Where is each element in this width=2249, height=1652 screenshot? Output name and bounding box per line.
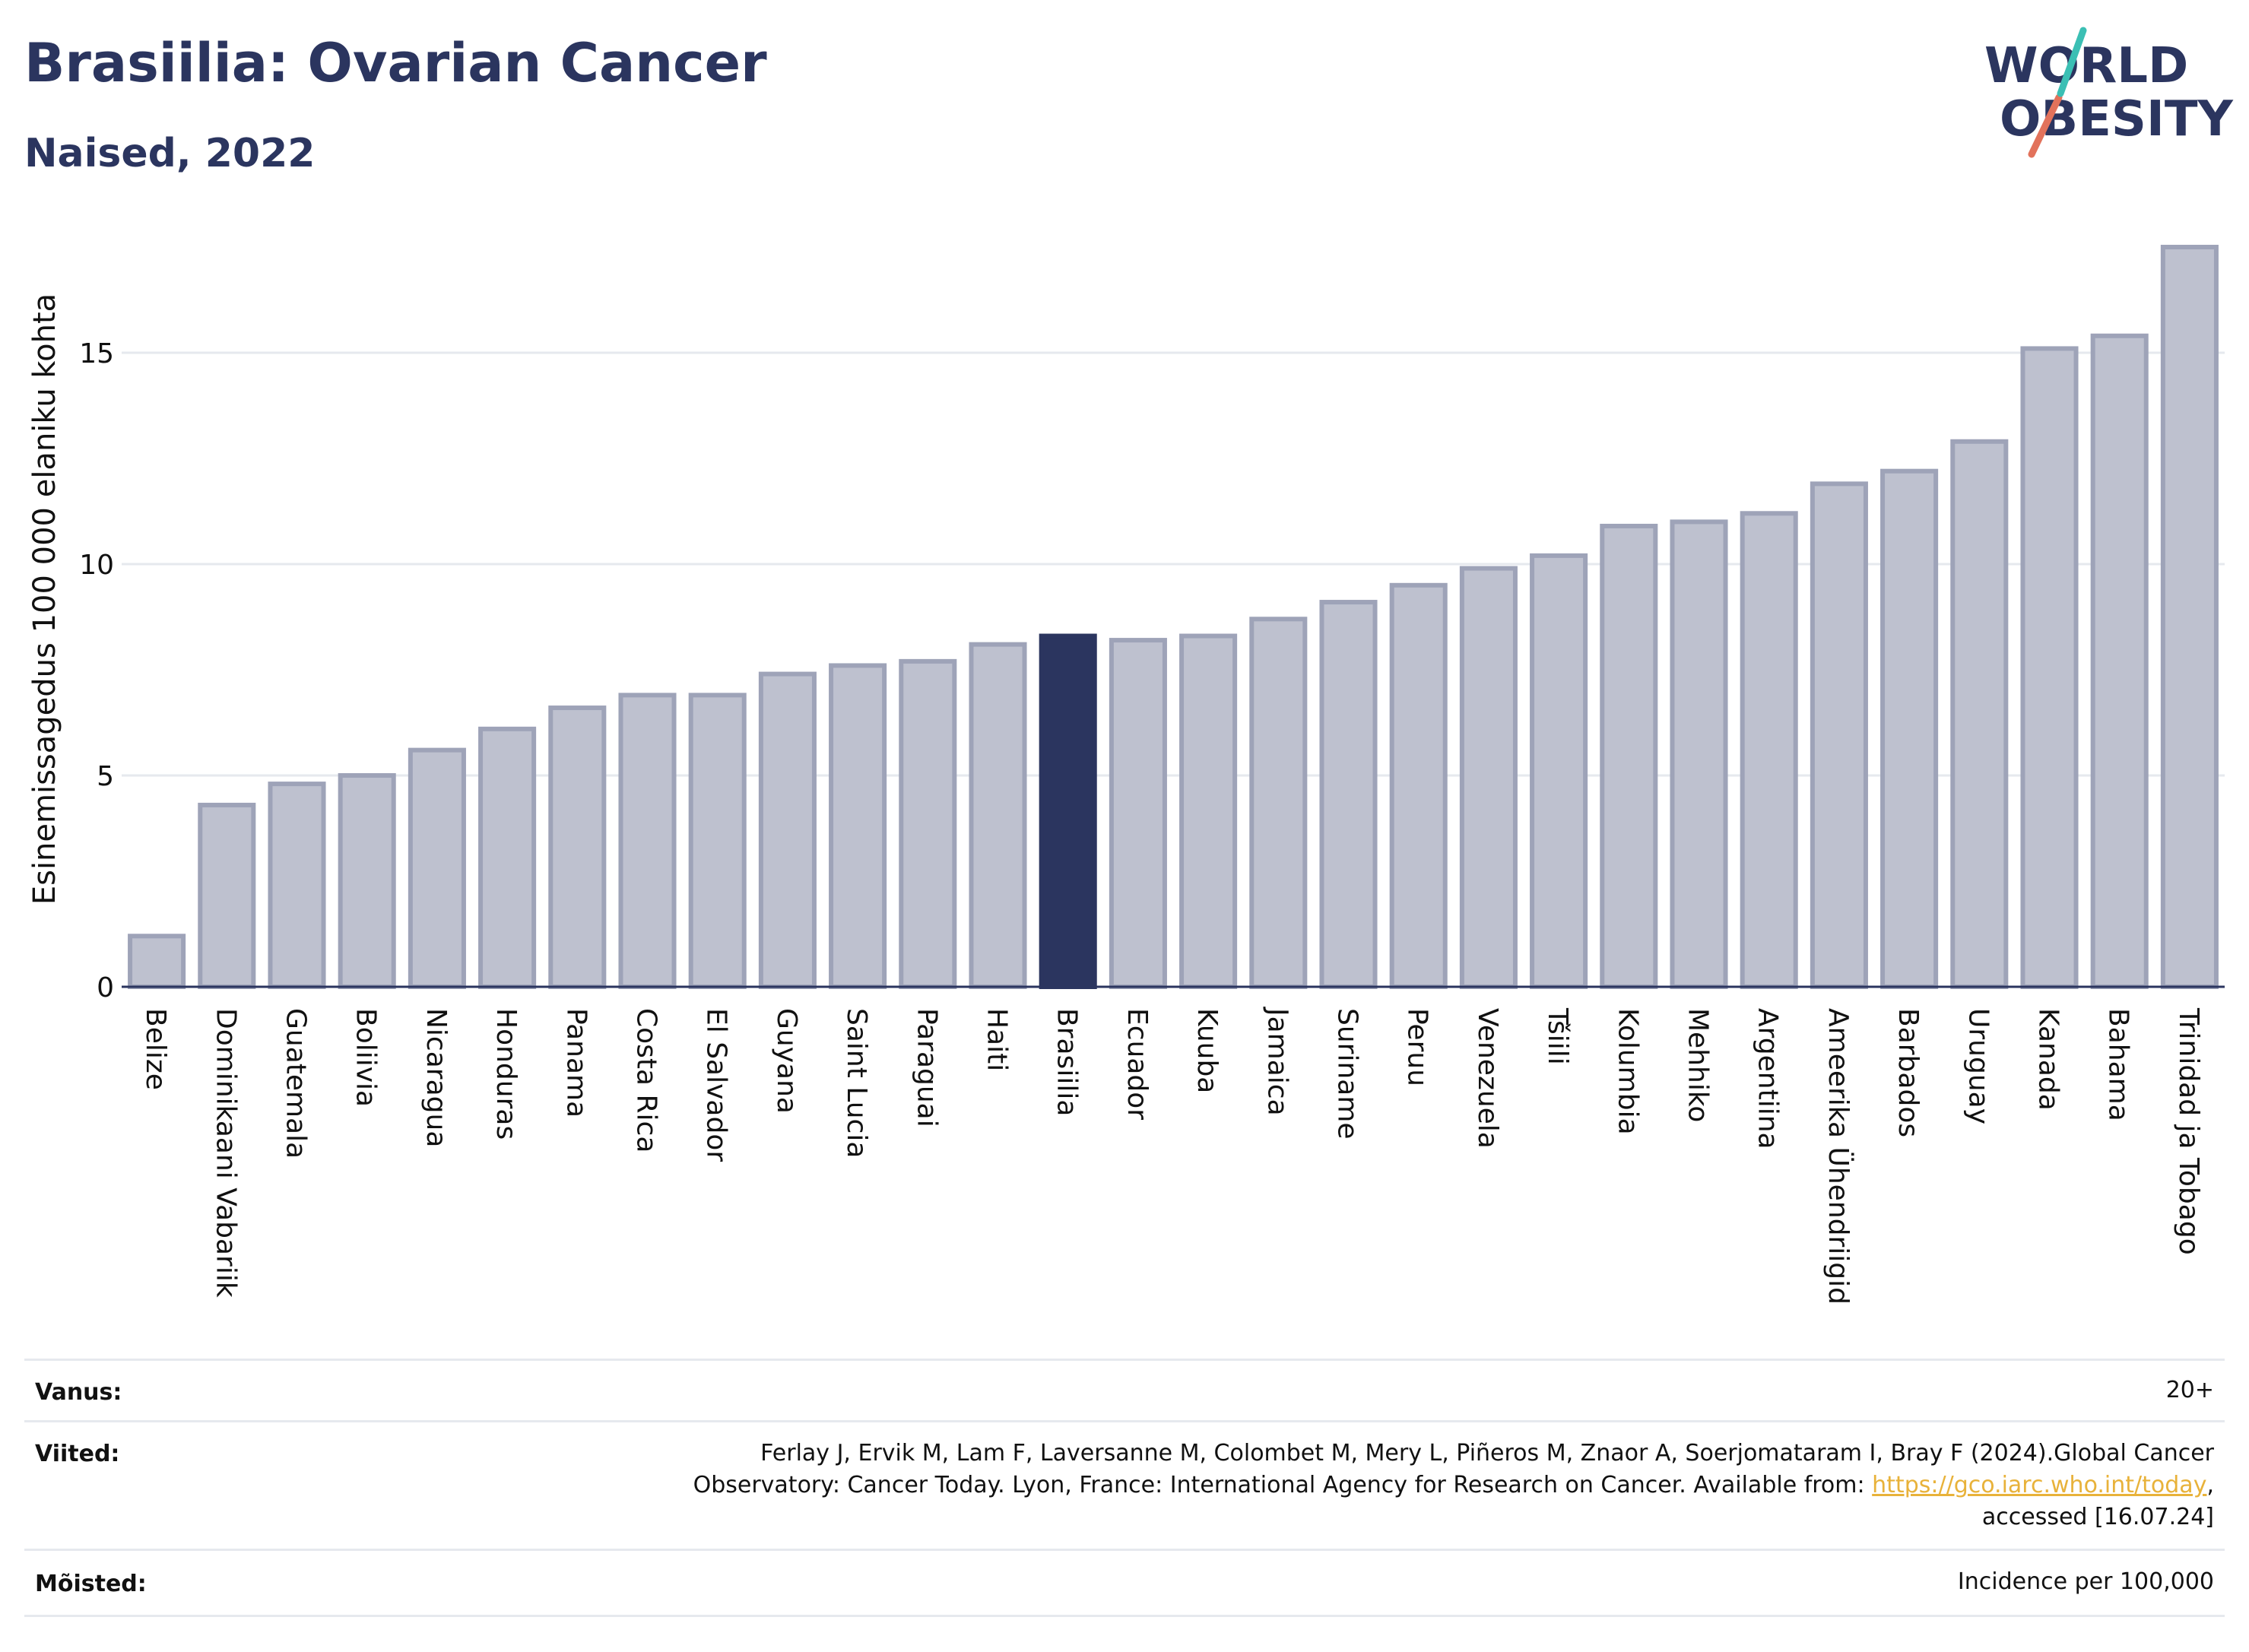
bar-venezuela[interactable] bbox=[1459, 566, 1518, 989]
bar-t-iili[interactable] bbox=[1530, 553, 1588, 989]
age-value: 20+ bbox=[2165, 1377, 2214, 1403]
x-tick-label: Ameerika Ühendriigid bbox=[1822, 1008, 1854, 1305]
x-tick-label: Kuuba bbox=[1191, 1008, 1223, 1093]
bar-brasiilia[interactable] bbox=[1039, 633, 1097, 990]
bar-trinidad-ja-tobago[interactable] bbox=[2160, 245, 2219, 989]
bars bbox=[128, 245, 2219, 990]
x-tick-label: Belize bbox=[140, 1008, 171, 1090]
x-tick-label: Peruu bbox=[1402, 1008, 1433, 1086]
x-tick-label: Kolumbia bbox=[1612, 1008, 1643, 1135]
bar-mehhiko[interactable] bbox=[1670, 519, 1728, 989]
bar-boliivia[interactable] bbox=[338, 773, 396, 989]
definitions-label: Mõisted: bbox=[35, 1571, 147, 1597]
chart-title: Brasiilia: Ovarian Cancer bbox=[24, 32, 767, 94]
references-value: Ferlay J, Ervik M, Lam F, Laversanne M, … bbox=[693, 1438, 2214, 1533]
bar-dominikaani-vabariik[interactable] bbox=[198, 802, 256, 990]
x-tick-label: Boliivia bbox=[351, 1008, 382, 1107]
bar-paraguai[interactable] bbox=[899, 658, 957, 989]
x-tick-labels: Belize Dominikaani Vabariik Guatemala Bolii… bbox=[140, 1007, 2204, 1305]
x-tick-label: Bahama bbox=[2103, 1008, 2134, 1121]
x-tick-label: Haiti bbox=[982, 1008, 1013, 1071]
meta-definitions-row: Mõisted: Incidence per 100,000 bbox=[24, 1549, 2225, 1617]
x-tick-label: Trinidad ja Tobago bbox=[2173, 1007, 2204, 1255]
meta-references-row: Viited: Ferlay J, Ervik M, Lam F, Lavers… bbox=[24, 1420, 2225, 1550]
y-tick-label-15: 15 bbox=[79, 338, 114, 369]
x-tick-label: Uruguay bbox=[1962, 1008, 1994, 1124]
bar-chart: 0 5 10 15 Belize Dominikaani Vabariik Guatema… bbox=[27, 245, 2225, 1305]
bar-kolumbia[interactable] bbox=[1600, 523, 1658, 989]
bar-guyana[interactable] bbox=[758, 671, 817, 989]
x-tick-label: Guatemala bbox=[281, 1008, 312, 1159]
x-tick-label: Ecuador bbox=[1121, 1008, 1153, 1120]
logo-slash-coral bbox=[2028, 94, 2063, 158]
bar-barbados[interactable] bbox=[1880, 468, 1939, 989]
bar-belize[interactable] bbox=[128, 934, 186, 990]
y-tick-label-0: 0 bbox=[97, 972, 114, 1004]
bar-costa-rica[interactable] bbox=[618, 693, 677, 989]
y-tick-labels: 0 5 10 15 bbox=[79, 338, 114, 1004]
x-tick-label: Argentiina bbox=[1753, 1008, 1784, 1149]
x-tick-label: Honduras bbox=[490, 1008, 522, 1140]
bar-panama[interactable] bbox=[548, 706, 607, 989]
references-label: Viited: bbox=[35, 1441, 120, 1467]
x-tick-label: Panama bbox=[560, 1008, 592, 1118]
grid-lines bbox=[122, 351, 2225, 777]
x-tick-label: Jamaica bbox=[1261, 1007, 1293, 1116]
x-tick-label: Mehhiko bbox=[1683, 1008, 1714, 1122]
logo-slash-teal bbox=[2057, 27, 2087, 97]
references-line-2: Observatory: Cancer Today. Lyon, France:… bbox=[693, 1472, 2214, 1498]
x-tick-label: Nicaragua bbox=[420, 1008, 452, 1147]
bar-uruguay[interactable] bbox=[1950, 439, 2009, 989]
age-label: Vanus: bbox=[35, 1379, 122, 1406]
bar-kanada[interactable] bbox=[2020, 346, 2079, 989]
bar-ecuador[interactable] bbox=[1109, 638, 1167, 990]
definitions-value: Incidence per 100,000 bbox=[1957, 1568, 2214, 1595]
bar-nicaragua[interactable] bbox=[408, 747, 466, 989]
bar-suriname[interactable] bbox=[1319, 600, 1378, 989]
references-line-1: Ferlay J, Ervik M, Lam F, Laversanne M, … bbox=[760, 1440, 2214, 1467]
logo-line1: WORLD bbox=[1984, 38, 2188, 94]
bar-bahama[interactable] bbox=[2090, 333, 2149, 989]
y-tick-label-10: 10 bbox=[79, 550, 114, 581]
bar-honduras[interactable] bbox=[478, 726, 537, 990]
world-obesity-logo: WORLD OBESITY bbox=[1984, 27, 2233, 158]
meta-age-row: Vanus: 20+ bbox=[24, 1359, 2225, 1422]
x-tick-label: Kanada bbox=[2033, 1008, 2064, 1111]
x-tick-label: El Salvador bbox=[701, 1008, 732, 1162]
bar-peruu[interactable] bbox=[1389, 582, 1448, 989]
x-tick-label: Paraguai bbox=[911, 1008, 942, 1127]
x-tick-label: Saint Lucia bbox=[841, 1008, 872, 1158]
y-axis-label: Esinemissagedus 100 000 elaniku kohta bbox=[27, 293, 62, 905]
bar-haiti[interactable] bbox=[969, 642, 1027, 989]
x-tick-label: Dominikaani Vabariik bbox=[210, 1008, 241, 1298]
x-tick-label: Suriname bbox=[1332, 1008, 1363, 1140]
bar-ameerika-hendriigid[interactable] bbox=[1810, 481, 1868, 989]
x-tick-label: Venezuela bbox=[1472, 1008, 1503, 1149]
bar-saint-lucia[interactable] bbox=[829, 663, 887, 989]
x-tick-label: Barbados bbox=[1892, 1008, 1924, 1137]
chart-subtitle: Naised, 2022 bbox=[24, 131, 316, 176]
bar-argentiina[interactable] bbox=[1740, 511, 1798, 989]
bar-kuuba[interactable] bbox=[1179, 633, 1238, 990]
x-tick-label: Guyana bbox=[771, 1008, 802, 1114]
x-tick-label: Costa Rica bbox=[631, 1008, 662, 1153]
bar-jamaica[interactable] bbox=[1249, 617, 1308, 990]
references-line-3: accessed [16.07.24] bbox=[1981, 1504, 2214, 1530]
references-link[interactable]: https://gco.iarc.who.int/today bbox=[1872, 1472, 2207, 1498]
y-tick-label-5: 5 bbox=[97, 761, 114, 792]
x-tick-label: Brasiilia bbox=[1052, 1008, 1083, 1116]
bar-guatemala[interactable] bbox=[268, 782, 326, 989]
x-tick-label: Tšiili bbox=[1542, 1007, 1573, 1065]
bar-el-salvador[interactable] bbox=[688, 693, 747, 989]
